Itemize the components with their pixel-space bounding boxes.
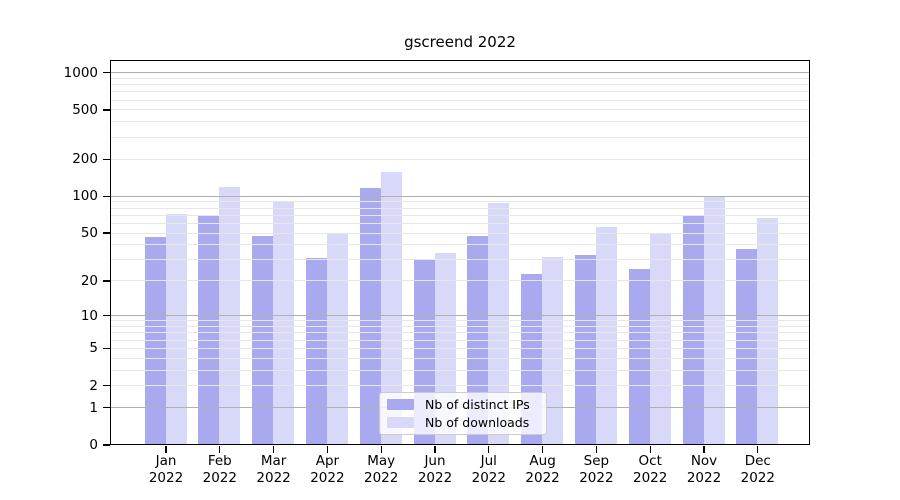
y-tick-label: 50	[80, 225, 98, 242]
x-tick-label: Sep 2022	[579, 453, 614, 486]
x-tick-mark	[542, 446, 544, 453]
y-tick-label: 5	[89, 340, 98, 357]
bar-downloads	[757, 218, 779, 445]
legend-label: Nb of downloads	[425, 415, 530, 430]
bar-distinct-ips	[305, 258, 327, 445]
x-tick-label: Oct 2022	[633, 453, 668, 486]
y-tick-mark	[102, 385, 110, 387]
gridline-minor	[110, 136, 810, 138]
gridline-minor	[110, 121, 810, 123]
gridline-minor	[110, 109, 810, 111]
bar-distinct-ips	[628, 269, 650, 445]
x-tick-mark	[326, 446, 328, 453]
x-tick-label: Aug 2022	[525, 453, 560, 486]
x-tick-mark	[273, 446, 275, 453]
x-tick-label: Dec 2022	[740, 453, 775, 486]
x-tick-mark	[380, 446, 382, 453]
bar-downloads	[542, 256, 564, 445]
y-tick-label: 200	[72, 151, 98, 168]
bar-downloads	[488, 203, 510, 445]
bar-distinct-ips	[574, 254, 596, 445]
bar-distinct-ips	[144, 237, 166, 445]
legend-item: Nb of downloads	[387, 415, 536, 430]
y-tick-mark	[102, 315, 110, 317]
gridline-major	[110, 71, 810, 74]
x-tick-label: Feb 2022	[202, 453, 237, 486]
bar-downloads	[595, 227, 617, 445]
y-tick-mark	[102, 444, 110, 446]
x-tick-mark	[488, 446, 490, 453]
legend-label: Nb of distinct IPs	[425, 397, 530, 412]
legend: Nb of distinct IPs Nb of downloads	[379, 392, 547, 435]
y-tick-mark	[102, 347, 110, 350]
x-tick-label: Nov 2022	[686, 453, 722, 486]
x-tick-label: Jul 2022	[471, 453, 506, 486]
y-tick-label: 500	[72, 101, 98, 118]
bar-downloads	[649, 233, 671, 445]
x-tick-mark	[219, 446, 221, 453]
x-tick-mark	[703, 446, 705, 453]
bar-distinct-ips	[252, 236, 274, 445]
x-tick-mark	[434, 446, 436, 453]
x-tick-mark	[165, 446, 167, 453]
x-tick-label: Jun 2022	[417, 453, 453, 486]
y-tick-mark	[102, 109, 110, 111]
x-tick-label: Mar 2022	[256, 453, 291, 486]
x-tick-mark	[595, 446, 597, 453]
x-tick-label: Jan 2022	[148, 453, 184, 486]
y-tick-label: 10	[80, 307, 98, 324]
bar-downloads	[273, 202, 295, 445]
y-tick-mark	[102, 407, 110, 409]
y-tick-mark	[102, 232, 110, 234]
x-tick-label: May 2022	[364, 453, 399, 486]
y-tick-label: 20	[80, 272, 98, 289]
gridline-minor	[110, 158, 810, 160]
y-tick-label: 1	[89, 399, 98, 416]
chart-title: gscreend 2022	[404, 33, 516, 51]
y-tick-mark	[102, 72, 110, 74]
legend-swatch-icon	[387, 417, 414, 428]
x-tick-label: Apr 2022	[310, 453, 345, 486]
y-tick-label: 0	[89, 437, 98, 453]
bar-distinct-ips	[682, 214, 704, 445]
y-tick-mark	[102, 280, 110, 282]
x-tick-mark	[649, 446, 651, 453]
bar-distinct-ips	[198, 214, 220, 445]
gridline-minor	[110, 84, 810, 86]
y-tick-label: 100	[72, 188, 98, 205]
gridline-minor	[110, 91, 810, 93]
bar-downloads	[219, 186, 241, 445]
bar-downloads	[165, 213, 187, 445]
x-tick-mark	[757, 446, 759, 453]
gridline-minor	[110, 77, 810, 79]
bar-distinct-ips	[736, 248, 758, 445]
legend-swatch-icon	[387, 399, 414, 410]
bar-downloads	[326, 233, 348, 445]
y-tick-mark	[102, 195, 110, 197]
y-tick-label: 1000	[63, 64, 98, 81]
y-tick-mark	[102, 158, 110, 160]
bar-distinct-ips	[359, 188, 381, 445]
bar-downloads	[703, 195, 725, 445]
legend-item: Nb of distinct IPs	[387, 397, 536, 412]
gridline-minor	[110, 99, 810, 101]
bar-downloads	[380, 171, 402, 445]
y-tick-label: 2	[89, 377, 98, 394]
